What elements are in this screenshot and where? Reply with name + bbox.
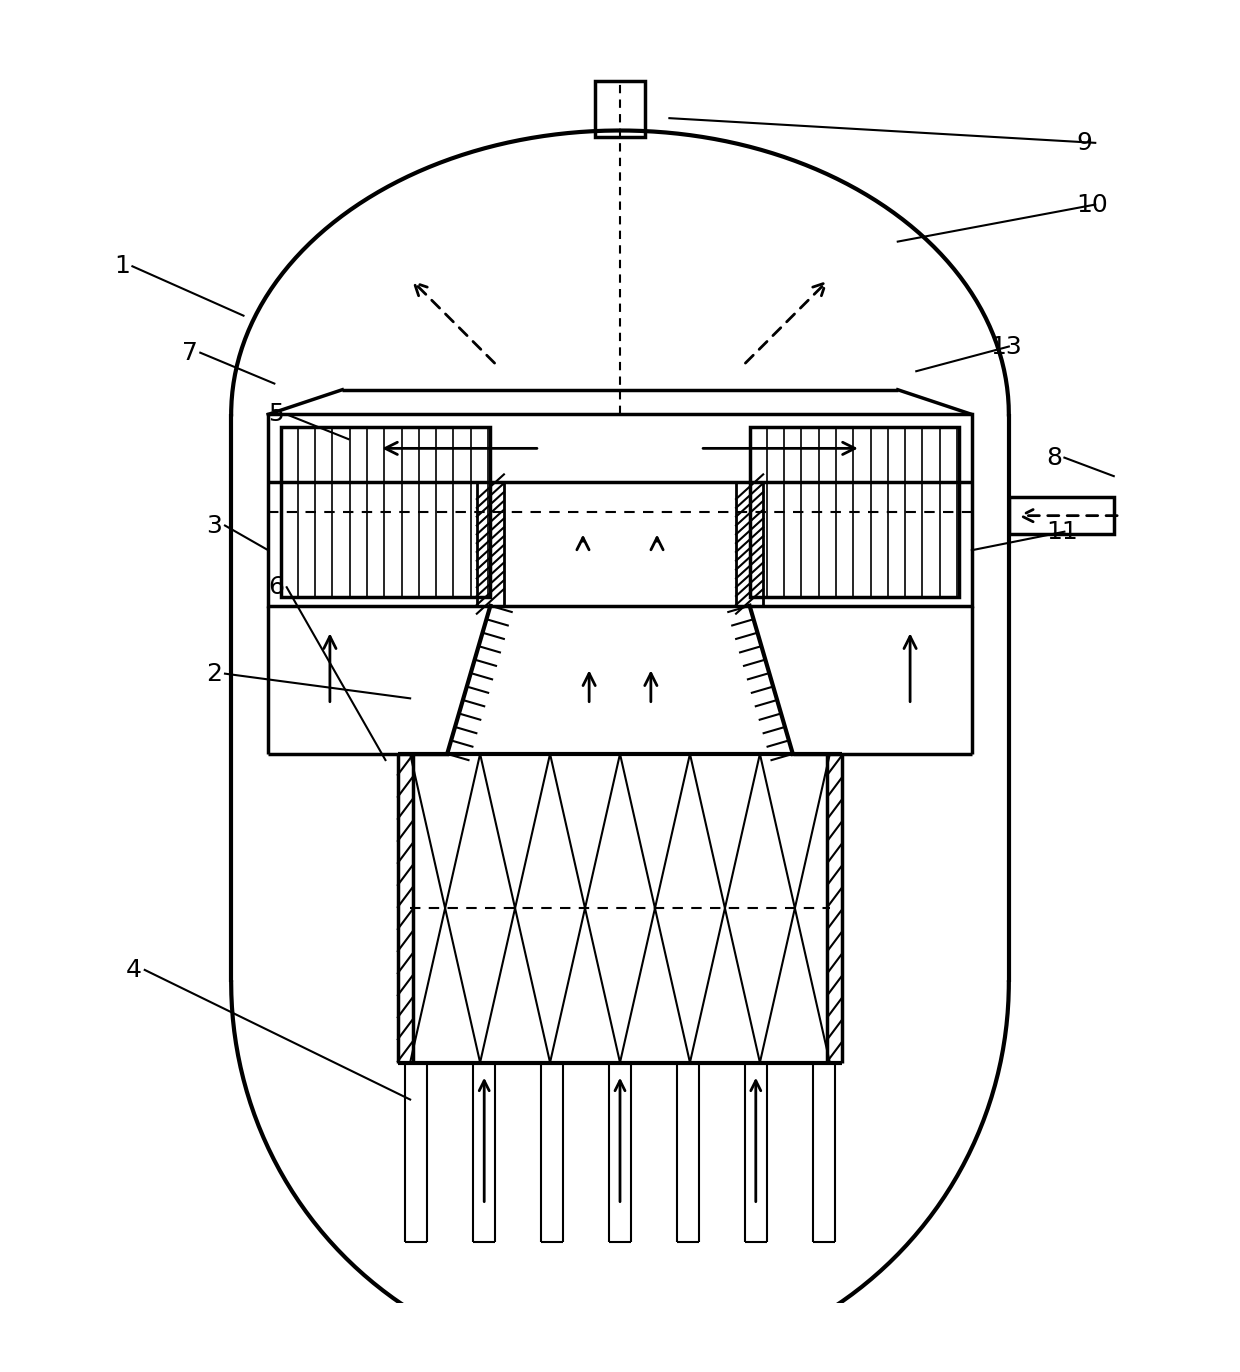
Bar <box>595 81 645 137</box>
Text: 7: 7 <box>182 340 197 365</box>
Text: 1: 1 <box>114 254 130 279</box>
Bar <box>280 427 490 597</box>
Text: 11: 11 <box>1045 520 1078 543</box>
Text: 4: 4 <box>126 958 143 982</box>
Bar <box>1009 497 1114 534</box>
Text: 6: 6 <box>268 575 284 600</box>
Text: 8: 8 <box>1045 446 1061 469</box>
Text: 13: 13 <box>991 335 1022 358</box>
Text: 2: 2 <box>207 661 222 686</box>
Bar <box>750 427 960 597</box>
Text: 9: 9 <box>1076 130 1092 155</box>
Text: 10: 10 <box>1076 192 1109 217</box>
Bar <box>268 414 972 606</box>
Text: 3: 3 <box>207 513 222 538</box>
Text: 5: 5 <box>268 402 284 427</box>
